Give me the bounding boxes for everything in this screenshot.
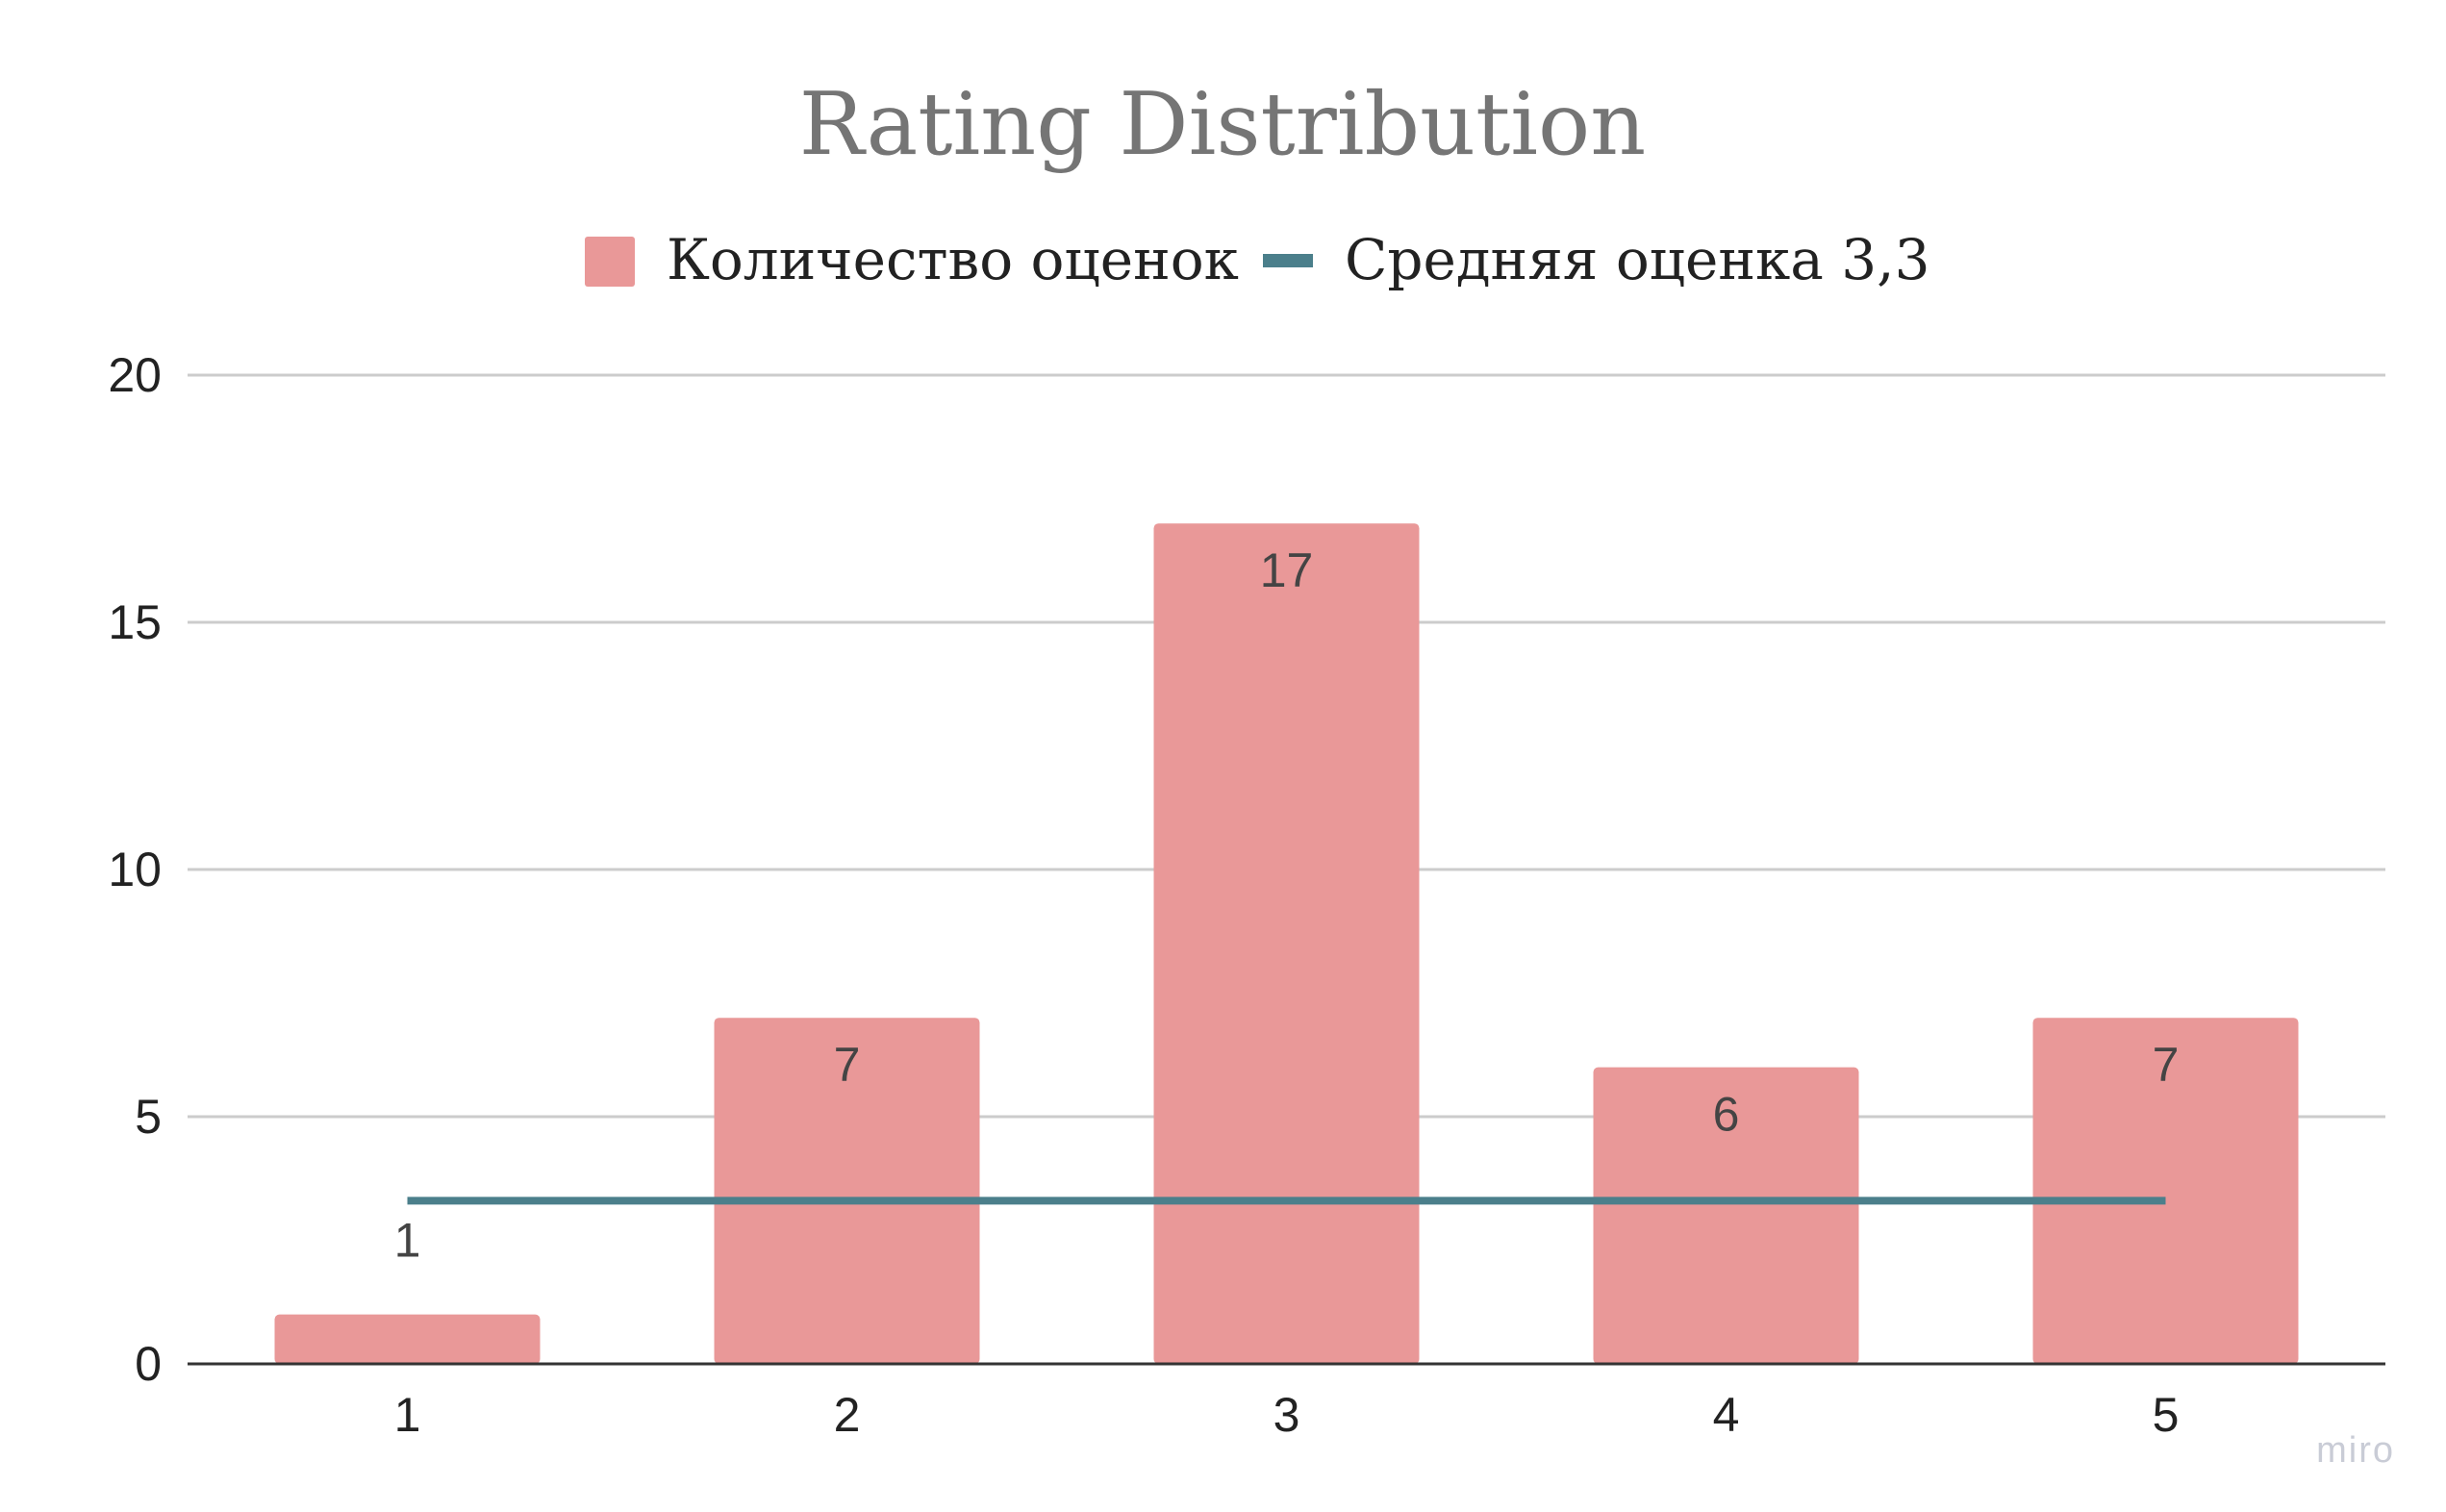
bar	[2032, 1018, 2299, 1364]
x-tick-label: 4	[1713, 1388, 1740, 1442]
data-label: 7	[834, 1038, 861, 1092]
x-tick-label: 1	[394, 1388, 421, 1442]
y-tick-label: 0	[135, 1337, 162, 1391]
legend: Количество оценок Средняя оценка 3,3	[585, 227, 1930, 292]
bar	[714, 1018, 980, 1364]
legend-label-bar: Количество оценок	[667, 227, 1239, 292]
bar	[1593, 1067, 1859, 1364]
y-tick-label: 5	[135, 1090, 162, 1144]
bars	[188, 523, 2385, 1366]
legend-swatch-bar	[585, 237, 635, 287]
y-tick-label: 20	[108, 348, 162, 402]
data-label: 1	[394, 1214, 421, 1268]
x-tick-label: 5	[2153, 1388, 2180, 1442]
y-tick-label: 10	[108, 843, 162, 896]
chart-title: Rating Distribution	[799, 74, 1646, 175]
data-label: 6	[1713, 1088, 1740, 1142]
x-tick-label: 3	[1273, 1388, 1300, 1442]
legend-swatch-line	[1263, 254, 1313, 267]
bar	[274, 1314, 541, 1364]
x-tick-label: 2	[834, 1388, 861, 1442]
data-label: 7	[2153, 1038, 2180, 1092]
data-label: 17	[1260, 543, 1314, 597]
legend-label-line: Средняя оценка 3,3	[1345, 227, 1930, 292]
x-axis-ticks: 1 2 3 4 5	[394, 1388, 2180, 1442]
y-axis-ticks: 0 5 10 15 20	[108, 348, 162, 1391]
bar	[1153, 523, 1420, 1364]
miro-watermark: miro	[2316, 1430, 2395, 1471]
y-tick-label: 15	[108, 595, 162, 649]
